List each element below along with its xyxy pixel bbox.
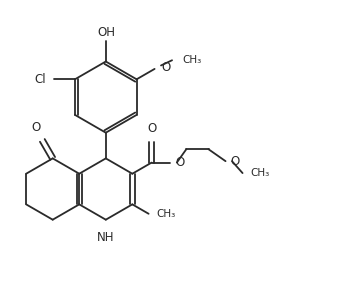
Text: O: O (32, 121, 41, 134)
Text: Cl: Cl (35, 73, 46, 86)
Text: CH₃: CH₃ (251, 168, 270, 178)
Text: O: O (161, 61, 171, 74)
Text: CH₃: CH₃ (182, 55, 201, 65)
Text: O: O (231, 155, 240, 168)
Text: O: O (147, 122, 156, 135)
Text: CH₃: CH₃ (156, 209, 176, 219)
Text: O: O (175, 156, 184, 169)
Text: NH: NH (97, 231, 114, 243)
Text: OH: OH (98, 26, 116, 39)
